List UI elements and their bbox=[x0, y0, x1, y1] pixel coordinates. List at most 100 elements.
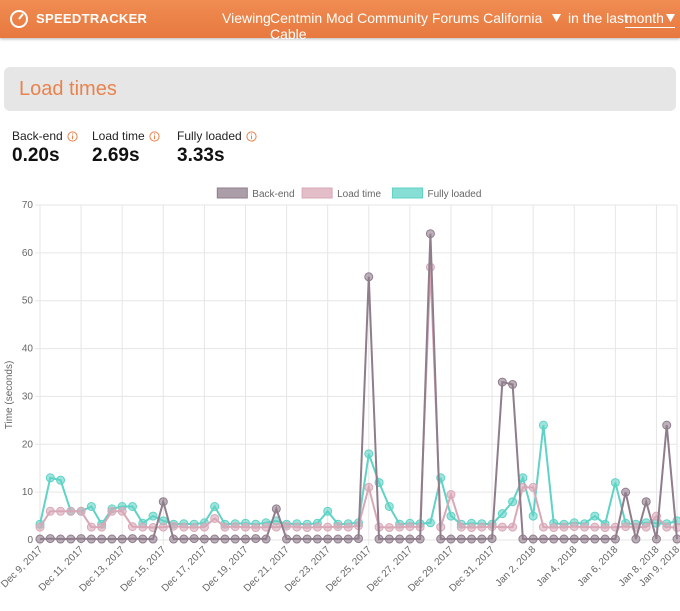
data-point bbox=[189, 534, 199, 544]
data-point bbox=[538, 534, 548, 544]
data-point bbox=[621, 522, 631, 532]
data-point bbox=[107, 506, 117, 516]
data-point bbox=[425, 229, 435, 239]
metric-label: Load time bbox=[92, 129, 145, 143]
data-point bbox=[559, 534, 569, 544]
data-point bbox=[528, 511, 538, 521]
data-point bbox=[405, 534, 415, 544]
data-point bbox=[477, 522, 487, 532]
data-point bbox=[508, 379, 518, 389]
data-point bbox=[271, 504, 281, 514]
viewing-label: Viewing bbox=[222, 10, 271, 26]
data-point bbox=[569, 534, 579, 544]
data-point bbox=[220, 534, 230, 544]
data-point bbox=[580, 522, 590, 532]
data-point bbox=[148, 511, 158, 521]
y-tick-label: 70 bbox=[22, 200, 34, 211]
period-select[interactable]: month bbox=[625, 10, 675, 28]
site-select-text: Centmin Mod Community Forums California … bbox=[270, 10, 543, 42]
data-point bbox=[312, 534, 322, 544]
info-icon[interactable] bbox=[246, 130, 257, 142]
section-header: Load times bbox=[4, 67, 676, 111]
legend-swatch bbox=[301, 187, 333, 199]
y-tick-label: 40 bbox=[22, 344, 34, 355]
data-point bbox=[230, 522, 240, 532]
data-point bbox=[641, 522, 651, 532]
data-point bbox=[580, 534, 590, 544]
y-tick-label: 10 bbox=[22, 487, 34, 498]
data-point bbox=[425, 518, 435, 528]
data-point bbox=[425, 262, 435, 272]
data-point bbox=[436, 534, 446, 544]
data-point bbox=[364, 449, 374, 459]
data-point bbox=[662, 420, 672, 430]
series-line bbox=[39, 233, 678, 541]
legend-label: Load time bbox=[337, 189, 381, 200]
data-point bbox=[117, 534, 127, 544]
data-point bbox=[148, 534, 158, 544]
data-point bbox=[251, 534, 261, 544]
data-point bbox=[158, 497, 168, 507]
data-point bbox=[210, 502, 220, 511]
data-point bbox=[600, 523, 610, 533]
data-point bbox=[508, 497, 518, 507]
data-point bbox=[528, 534, 538, 544]
y-tick-label: 60 bbox=[22, 248, 34, 259]
legend-label: Fully loaded bbox=[428, 189, 482, 200]
data-point bbox=[395, 522, 405, 532]
data-point bbox=[343, 522, 353, 532]
data-point bbox=[610, 534, 620, 544]
data-point bbox=[590, 522, 600, 532]
data-point bbox=[467, 534, 477, 544]
metric-label-row: Fully loaded bbox=[177, 129, 257, 143]
x-tick-label: Jan 2, 2018 bbox=[494, 544, 539, 589]
data-point bbox=[538, 522, 548, 532]
data-point bbox=[384, 502, 394, 511]
data-point bbox=[240, 522, 250, 532]
info-icon[interactable] bbox=[67, 130, 78, 142]
data-point bbox=[230, 534, 240, 544]
info-icon[interactable] bbox=[149, 130, 160, 142]
data-point bbox=[312, 522, 322, 532]
data-point bbox=[374, 534, 384, 544]
data-point bbox=[66, 534, 76, 544]
site-select[interactable]: Centmin Mod Community Forums California … bbox=[270, 10, 561, 44]
data-point bbox=[641, 497, 651, 507]
data-point bbox=[590, 511, 600, 521]
section-title: Load times bbox=[19, 78, 117, 100]
data-point bbox=[467, 523, 477, 533]
metric-label-row: Load time bbox=[92, 129, 160, 143]
data-point bbox=[45, 506, 55, 516]
legend-label: Back-end bbox=[252, 189, 294, 200]
data-point bbox=[199, 522, 209, 532]
data-point bbox=[456, 522, 466, 532]
metric-label: Back-end bbox=[12, 129, 63, 143]
data-point bbox=[138, 534, 148, 544]
metric-label-row: Back-end bbox=[12, 129, 78, 143]
data-point bbox=[271, 522, 281, 532]
brand: SPEEDTRACKER bbox=[36, 11, 148, 26]
metric-label: Fully loaded bbox=[177, 129, 242, 143]
data-point bbox=[364, 482, 374, 492]
dropdown-arrow bbox=[666, 14, 675, 22]
data-point bbox=[97, 522, 107, 532]
data-point bbox=[169, 534, 179, 544]
data-point bbox=[76, 534, 86, 544]
data-point bbox=[56, 534, 66, 544]
metric: Load time 2.69s bbox=[92, 129, 160, 167]
dropdown-arrow bbox=[552, 14, 561, 22]
x-tick-label: Jan 6, 2018 bbox=[576, 544, 621, 589]
y-tick-label: 0 bbox=[27, 535, 33, 546]
data-point bbox=[127, 522, 137, 532]
data-point bbox=[446, 490, 456, 500]
data-point bbox=[333, 522, 343, 532]
data-point bbox=[405, 522, 415, 532]
data-point bbox=[199, 534, 209, 544]
data-point bbox=[179, 534, 189, 544]
data-point bbox=[518, 473, 528, 483]
data-point bbox=[292, 534, 302, 544]
data-point bbox=[518, 534, 528, 544]
metric: Fully loaded 3.33s bbox=[177, 129, 257, 167]
metric-value: 2.69s bbox=[92, 145, 140, 166]
